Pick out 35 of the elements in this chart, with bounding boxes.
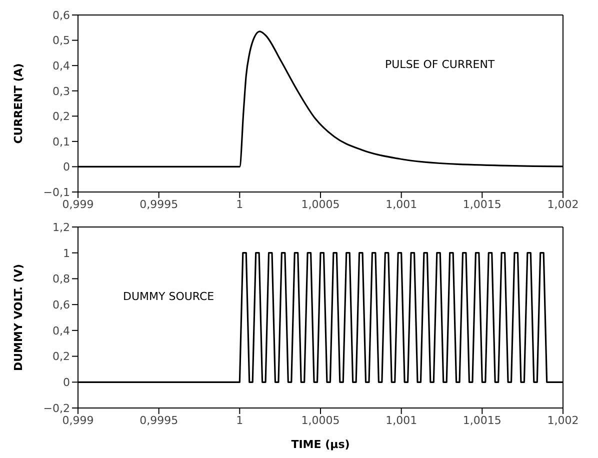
x-tick-label: 1,0015 xyxy=(462,198,502,211)
y-tick-label: 1,2 xyxy=(52,220,70,234)
y-tick-label: 0,3 xyxy=(52,84,70,98)
x-tick-label: 0,999 xyxy=(62,198,94,211)
y-tick-label: 1 xyxy=(63,246,70,260)
x-tick-label: 1,0015 xyxy=(462,414,502,427)
x-tick-label: 1,0005 xyxy=(301,414,340,427)
y-tick-label: 0,1 xyxy=(52,135,70,148)
x-tick-label: 0,9995 xyxy=(140,198,178,211)
x-tick-label: 1,002 xyxy=(547,198,579,211)
y-tick-label: 0,6 xyxy=(52,298,70,312)
y-tick-label: 0,2 xyxy=(52,110,70,124)
y-tick-label: 0,4 xyxy=(52,324,70,338)
x-tick-label: 1,002 xyxy=(547,414,579,427)
y-tick-label: 0,2 xyxy=(52,350,70,364)
x-axis-title: TIME (µs) xyxy=(291,438,350,451)
y-tick-label: 0,4 xyxy=(52,59,70,72)
x-tick-label: 1,001 xyxy=(386,414,418,427)
y-tick-label: 0 xyxy=(63,376,70,390)
y-axis-title: CURRENT (A) xyxy=(12,63,25,144)
x-tick-label: 1,0005 xyxy=(301,198,340,211)
y-tick-label: −0,1 xyxy=(43,186,70,199)
x-tick-label: 1,001 xyxy=(386,198,418,211)
y-tick-label: 0,8 xyxy=(52,272,70,286)
annotation: DUMMY SOURCE xyxy=(123,290,214,303)
x-tick-label: 0,9995 xyxy=(140,414,178,427)
x-tick-label: 1 xyxy=(236,198,244,211)
y-tick-label: 0,5 xyxy=(52,34,70,48)
x-tick-label: 0,999 xyxy=(62,414,94,427)
y-tick-label: 0 xyxy=(63,160,70,174)
y-tick-label: −0,2 xyxy=(43,402,70,415)
y-tick-label: 0,6 xyxy=(52,8,70,22)
annotation: PULSE OF CURRENT xyxy=(385,58,495,71)
y-axis-title: DUMMY VOLT. (V) xyxy=(12,264,25,372)
x-tick-label: 1 xyxy=(236,414,244,427)
